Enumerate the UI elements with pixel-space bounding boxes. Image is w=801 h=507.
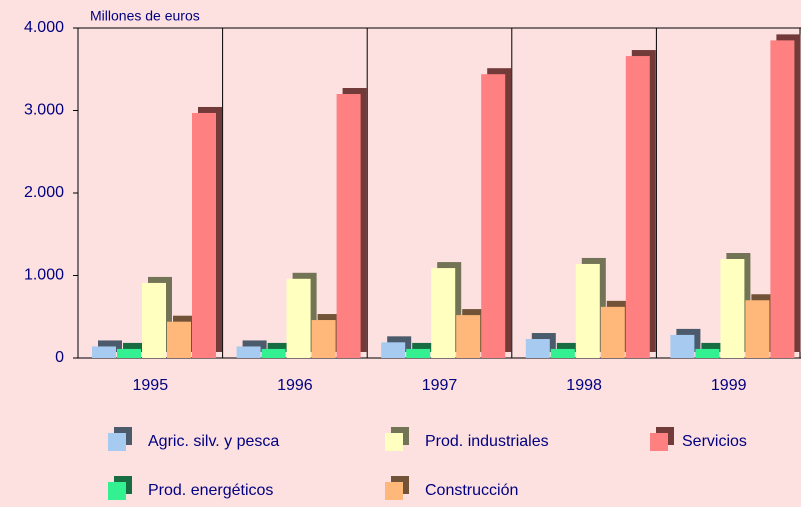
x-tick-label: 1999 [711,377,747,394]
x-tick-label: 1997 [422,377,458,394]
y-tick-label: 2.000 [24,184,64,201]
bar [381,342,406,358]
x-tick-label: 1995 [133,377,169,394]
chart-title: Millones de euros [90,8,200,24]
bar [695,348,720,358]
bar [236,346,261,358]
legend-swatch [385,433,403,451]
bar-depth [556,342,581,352]
y-tick-label: 4.000 [24,19,64,36]
bar-depth [123,342,147,352]
bar [525,339,550,358]
legend-swatch [650,433,668,451]
y-tick-label: 3.000 [24,102,64,119]
legend-label: Construcción [425,482,518,499]
x-tick-label: 1998 [566,377,602,394]
legend-label: Prod. energéticos [148,482,273,499]
bar-depth [412,342,437,352]
bar [311,320,336,358]
bar [456,315,481,358]
bar [550,348,575,358]
bar [745,300,770,358]
legend-swatch [108,482,126,500]
y-tick-label: 0 [55,349,64,366]
legend-swatch [108,433,126,451]
bar [336,94,361,358]
bar [720,259,745,358]
bar [92,346,116,358]
bar [575,263,600,358]
bar [261,348,286,358]
bar [192,112,216,358]
bar [600,306,625,358]
y-tick-label: 1.000 [24,267,64,284]
bar [167,321,191,358]
legend-label: Prod. industriales [425,433,549,450]
bar [406,348,431,358]
x-tick-label: 1996 [277,377,313,394]
legend-swatch [385,482,403,500]
legend-label: Agric. silv. y pesca [148,433,279,450]
bar [142,282,166,358]
bar [670,334,695,358]
bar-depth [267,342,292,352]
bar [625,56,650,359]
legend-label: Servicios [682,433,747,450]
bar-depth [701,342,726,352]
bar [117,348,141,358]
bar [431,268,456,358]
bar [286,278,311,358]
bar-depth [242,340,267,352]
bar-depth [98,340,122,352]
bar [770,40,795,358]
bar [481,74,506,358]
